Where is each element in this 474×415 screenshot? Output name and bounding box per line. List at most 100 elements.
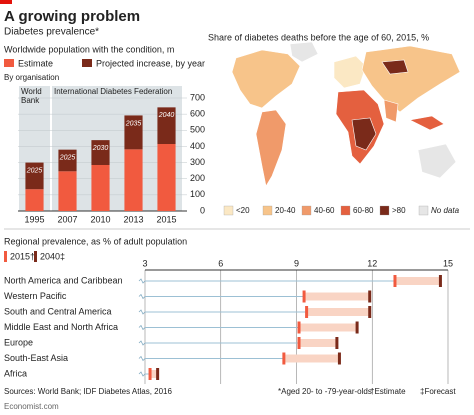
legend-label: Estimate	[18, 58, 53, 68]
x-tick-label: 15	[443, 258, 453, 268]
dot-marker	[297, 321, 301, 334]
x-tick-label: 1995	[24, 214, 44, 224]
category-label: South and Central America	[4, 306, 112, 316]
legend-label: >80	[392, 206, 406, 215]
category-label: Western Pacific	[4, 291, 67, 301]
bar-chart-title: Worldwide population with the condition,…	[4, 44, 174, 54]
range-bar	[394, 277, 441, 285]
page-title: A growing problem	[4, 8, 140, 25]
dot-marker	[438, 275, 442, 287]
y-tick-label: 400	[190, 141, 205, 151]
category-label: South-East Asia	[4, 353, 68, 363]
axis-break	[138, 371, 146, 377]
legend-label: 2015†	[10, 251, 35, 261]
axis-break	[138, 309, 146, 315]
legend-label: 40-60	[314, 206, 335, 215]
x-tick-label: 6	[218, 258, 223, 268]
axis-break	[138, 278, 146, 284]
bar-segment	[25, 189, 44, 211]
brand-tag	[0, 0, 12, 4]
axis-break	[138, 355, 146, 362]
bar-segment	[58, 171, 77, 211]
category-label: North America and Caribbean	[4, 275, 123, 285]
category-label: Middle East and North Africa	[4, 322, 118, 332]
x-tick-label: 2015	[156, 214, 176, 224]
legend-swatch	[340, 205, 351, 216]
y-tick-label: 500	[190, 125, 205, 135]
legend-swatch	[4, 251, 7, 262]
dot-marker	[368, 306, 372, 318]
legend-swatch	[301, 205, 312, 216]
bar-segment	[124, 115, 143, 150]
range-bar	[150, 370, 158, 378]
footnote: ‡Forecast	[420, 387, 456, 396]
bar-segment	[157, 144, 176, 211]
dot-marker	[297, 337, 301, 349]
legend-swatch	[418, 205, 429, 216]
legend-swatch	[82, 59, 92, 67]
axis-break	[138, 324, 146, 331]
x-tick-label: 3	[142, 258, 147, 268]
y-tick-label: 600	[190, 109, 205, 119]
y-tick-label: 200	[190, 173, 205, 183]
bar-segment	[91, 164, 110, 211]
legend-label: 20-40	[275, 206, 296, 215]
category-label: Africa	[4, 368, 27, 378]
dot-marker	[393, 275, 397, 287]
legend-swatch	[223, 205, 234, 216]
footnote: †Estimate	[370, 387, 406, 396]
projection-year: 2025	[59, 155, 76, 162]
group-label: International Diabetes Federation	[54, 87, 173, 96]
x-tick-label: 2010	[90, 214, 110, 224]
axis-break	[138, 340, 146, 346]
bar-segment	[124, 149, 143, 211]
x-tick-label: 9	[294, 258, 299, 268]
group-label: World Bank	[21, 87, 42, 105]
dot-marker	[148, 368, 152, 380]
range-bar	[304, 292, 370, 301]
dot-marker	[282, 352, 286, 365]
bar-chart-subtitle: By organisation	[4, 73, 59, 82]
brand: Economist.com	[4, 402, 59, 411]
bar-segment	[58, 149, 77, 172]
page-subtitle: Diabetes prevalence*	[4, 27, 99, 38]
dot-marker	[156, 368, 160, 380]
legend-label: <20	[236, 206, 250, 215]
bar-segment	[91, 140, 110, 165]
source: Sources: World Bank; IDF Diabetes Atlas,…	[4, 387, 172, 396]
legend-swatch	[379, 205, 390, 216]
range-bar	[306, 308, 370, 316]
y-tick-label: 300	[190, 157, 205, 167]
category-label: Europe	[4, 337, 33, 347]
legend-swatch	[262, 205, 273, 216]
range-bar	[299, 339, 337, 347]
legend-label: No data	[431, 206, 460, 215]
projection-year: 2025	[26, 167, 43, 174]
world-map	[231, 41, 461, 187]
x-tick-label: 2007	[57, 214, 77, 224]
dot-marker	[337, 352, 341, 365]
legend-swatch	[34, 251, 37, 262]
dot-marker	[368, 290, 372, 303]
map-title: Share of diabetes deaths before the age …	[208, 32, 429, 42]
legend-label: Projected increase, by year	[96, 58, 205, 68]
dot-marker	[335, 337, 339, 349]
x-tick-label: 2013	[123, 214, 143, 224]
legend-label: 2040‡	[40, 251, 65, 261]
dot-chart-title: Regional prevalence, as % of adult popul…	[4, 236, 187, 246]
legend-swatch	[4, 59, 14, 67]
footnote: *Aged 20- to -79-year-olds	[278, 387, 372, 396]
y-tick-label: 700	[190, 92, 205, 102]
y-tick-label: 100	[190, 189, 205, 199]
axis-break	[138, 293, 146, 300]
range-bar	[283, 354, 340, 363]
y-tick-label: 0	[200, 205, 205, 215]
dot-marker	[305, 306, 309, 318]
legend-label: 60-80	[353, 206, 374, 215]
x-tick-label: 12	[367, 258, 377, 268]
dot-marker	[355, 321, 359, 334]
range-bar	[299, 323, 358, 332]
bar-segment	[157, 107, 176, 145]
dot-marker	[302, 290, 306, 303]
